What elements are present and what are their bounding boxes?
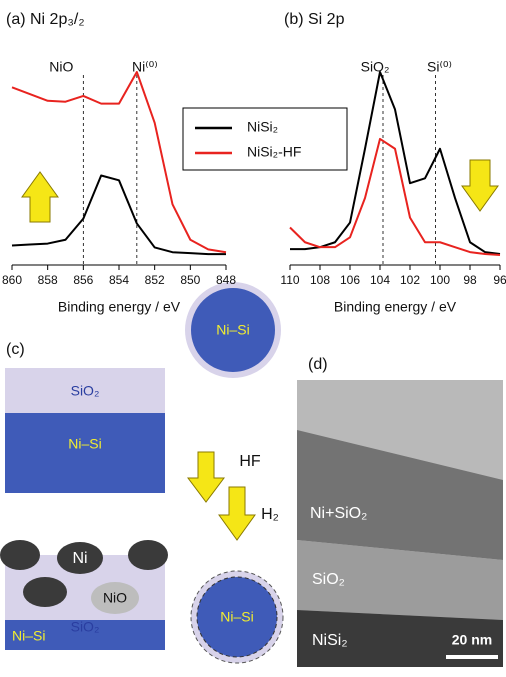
x-tick-label: 96: [493, 273, 506, 287]
legend-box: [183, 108, 347, 170]
annotation: SiO₂: [361, 59, 390, 75]
x-tick-label: 108: [310, 273, 330, 287]
ni-particle: [128, 540, 168, 570]
annotation: Si⁽⁰⁾: [427, 59, 452, 75]
legend-label: NiSi₂-HF: [247, 144, 301, 160]
arrow: [219, 487, 255, 540]
x-tick-label: 848: [216, 273, 236, 287]
x-tick-label: 850: [180, 273, 200, 287]
arrow: [188, 452, 224, 502]
label: HF: [239, 453, 261, 470]
chart-title: (b) Si 2p: [284, 11, 345, 28]
x-tick-label: 106: [340, 273, 360, 287]
x-axis-label: Binding energy / eV: [58, 299, 181, 315]
label: H₂: [261, 506, 279, 523]
label: Ni–Si: [12, 628, 45, 644]
x-tick-label: 858: [38, 273, 58, 287]
x-tick-label: 100: [430, 273, 450, 287]
up-arrow: [22, 172, 58, 222]
label: SiO₂: [71, 619, 100, 635]
x-tick-label: 856: [73, 273, 93, 287]
ni-particle: [0, 540, 40, 570]
figure: (c) SiO₂ Ni–Si Ni–Si HF H₂ Ni–Si Ni NiO …: [0, 0, 506, 677]
x-tick-label: 104: [370, 273, 390, 287]
chart-title: (a) Ni 2p₃/₂: [6, 11, 85, 28]
x-tick-label: 110: [280, 273, 299, 287]
down-arrow: [462, 160, 498, 211]
panel-label: (d): [308, 356, 328, 373]
label: Ni: [72, 550, 87, 567]
nisi-layer: [5, 413, 165, 493]
ni-particle: [23, 577, 67, 607]
label: Ni–Si: [68, 436, 101, 452]
annotation: NiO: [49, 59, 73, 75]
x-tick-label: 98: [463, 273, 477, 287]
label: NiO: [103, 590, 127, 606]
scale-label: 20 nm: [452, 632, 492, 648]
label: Ni–Si: [216, 322, 249, 338]
x-axis-label: Binding energy / eV: [334, 299, 457, 315]
legend-label: NiSi₂: [247, 119, 278, 135]
label: SiO₂: [71, 383, 100, 399]
panel-label: (c): [6, 341, 25, 358]
x-tick-label: 854: [109, 273, 129, 287]
x-tick-label: 860: [2, 273, 22, 287]
label: Ni+SiO₂: [310, 505, 367, 522]
label: NiSi₂: [312, 632, 348, 649]
label: Ni–Si: [220, 609, 253, 625]
x-tick-label: 852: [145, 273, 165, 287]
label: SiO₂: [312, 571, 345, 588]
x-tick-label: 102: [400, 273, 420, 287]
